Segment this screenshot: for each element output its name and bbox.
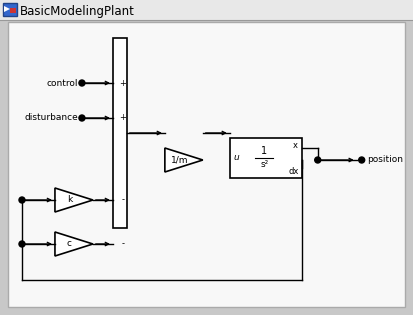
Polygon shape (55, 232, 93, 256)
Circle shape (19, 241, 25, 247)
Text: position: position (367, 156, 403, 164)
Circle shape (315, 157, 321, 163)
Text: +: + (119, 113, 126, 123)
Bar (3, 3, 17, 16)
Text: s²: s² (260, 160, 268, 169)
Text: dx: dx (289, 167, 299, 175)
Circle shape (359, 157, 365, 163)
Text: u: u (234, 153, 240, 163)
Polygon shape (4, 6, 10, 12)
Text: -: - (121, 239, 124, 249)
Circle shape (79, 80, 85, 86)
Circle shape (19, 197, 25, 203)
Text: 1/m: 1/m (171, 156, 188, 164)
Polygon shape (165, 148, 203, 172)
Text: k: k (67, 196, 72, 204)
Text: disturbance: disturbance (24, 113, 78, 123)
Text: +: + (119, 78, 126, 88)
Text: c: c (67, 239, 72, 249)
Bar (113, 38, 127, 228)
Bar (0, 0, 413, 20)
Text: x: x (293, 140, 298, 150)
Bar (230, 138, 302, 178)
Text: 1: 1 (261, 146, 267, 156)
Polygon shape (55, 188, 93, 212)
Text: BasicModelingPlant: BasicModelingPlant (20, 4, 135, 18)
Text: control: control (46, 78, 78, 88)
Bar (10, 8, 16, 13)
Circle shape (79, 115, 85, 121)
Text: -: - (121, 196, 124, 204)
